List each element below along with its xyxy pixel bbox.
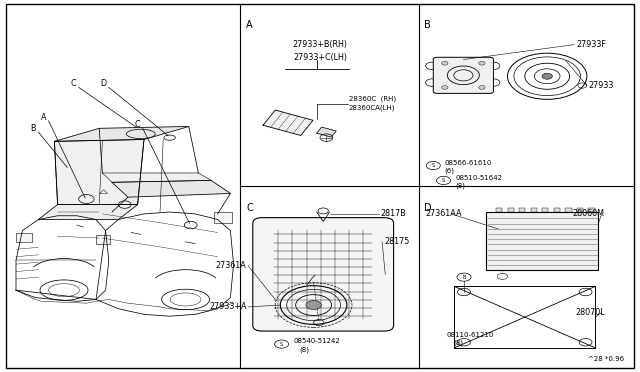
Text: D: D <box>424 203 432 213</box>
Text: 08110-61210: 08110-61210 <box>447 332 494 338</box>
Bar <box>554 208 560 212</box>
Text: 27933F: 27933F <box>576 40 606 49</box>
Text: S: S <box>442 178 445 183</box>
Text: 27933: 27933 <box>589 81 614 90</box>
Text: 27933+B(RH): 27933+B(RH) <box>292 40 348 49</box>
Text: 28060M: 28060M <box>573 209 605 218</box>
Text: 08540-51242: 08540-51242 <box>293 339 340 344</box>
Polygon shape <box>38 205 138 219</box>
Text: 28360C  (RH): 28360C (RH) <box>349 95 396 102</box>
Text: 27933+A: 27933+A <box>209 302 246 311</box>
Polygon shape <box>54 126 189 141</box>
Circle shape <box>479 61 485 65</box>
Circle shape <box>542 73 552 79</box>
Text: 08566-61610: 08566-61610 <box>445 160 492 166</box>
Polygon shape <box>263 110 313 135</box>
Text: C: C <box>246 203 253 213</box>
Circle shape <box>306 301 321 310</box>
Bar <box>531 208 537 212</box>
Bar <box>486 212 598 270</box>
Text: S: S <box>432 163 435 168</box>
Text: 28175: 28175 <box>384 237 410 246</box>
Text: B: B <box>31 124 36 133</box>
Bar <box>496 208 502 212</box>
Circle shape <box>442 61 448 65</box>
Bar <box>214 212 232 223</box>
Polygon shape <box>102 173 211 182</box>
Text: A: A <box>246 20 253 31</box>
Text: B: B <box>462 275 466 280</box>
Text: 2817B: 2817B <box>381 209 406 218</box>
Text: 27361A: 27361A <box>216 262 246 270</box>
Text: (6): (6) <box>445 168 455 174</box>
Text: B: B <box>424 20 431 31</box>
Text: 28360CA(LH): 28360CA(LH) <box>349 105 396 111</box>
Bar <box>96 235 110 244</box>
Bar <box>16 232 32 242</box>
Text: ^28 *0.96: ^28 *0.96 <box>588 356 624 362</box>
Bar <box>542 208 548 212</box>
Text: A: A <box>41 113 46 122</box>
FancyBboxPatch shape <box>253 218 394 331</box>
Text: D: D <box>100 79 107 88</box>
Bar <box>508 208 514 212</box>
Bar <box>588 208 595 212</box>
FancyBboxPatch shape <box>433 57 493 93</box>
Bar <box>519 208 525 212</box>
Polygon shape <box>317 127 336 137</box>
Polygon shape <box>54 140 144 205</box>
Text: C: C <box>71 79 76 88</box>
Text: (8): (8) <box>455 183 465 189</box>
Bar <box>577 208 583 212</box>
Text: 08510-51642: 08510-51642 <box>455 175 502 181</box>
Circle shape <box>442 86 448 89</box>
Polygon shape <box>112 180 230 197</box>
Text: (8): (8) <box>453 339 463 346</box>
Bar <box>565 208 572 212</box>
Text: 27933+C(LH): 27933+C(LH) <box>293 53 347 62</box>
Text: (8): (8) <box>300 347 310 353</box>
Text: 28070L: 28070L <box>575 308 605 317</box>
Text: C: C <box>135 120 140 129</box>
Circle shape <box>479 86 485 89</box>
Text: S: S <box>280 341 283 347</box>
Text: 27361AA: 27361AA <box>426 209 462 218</box>
